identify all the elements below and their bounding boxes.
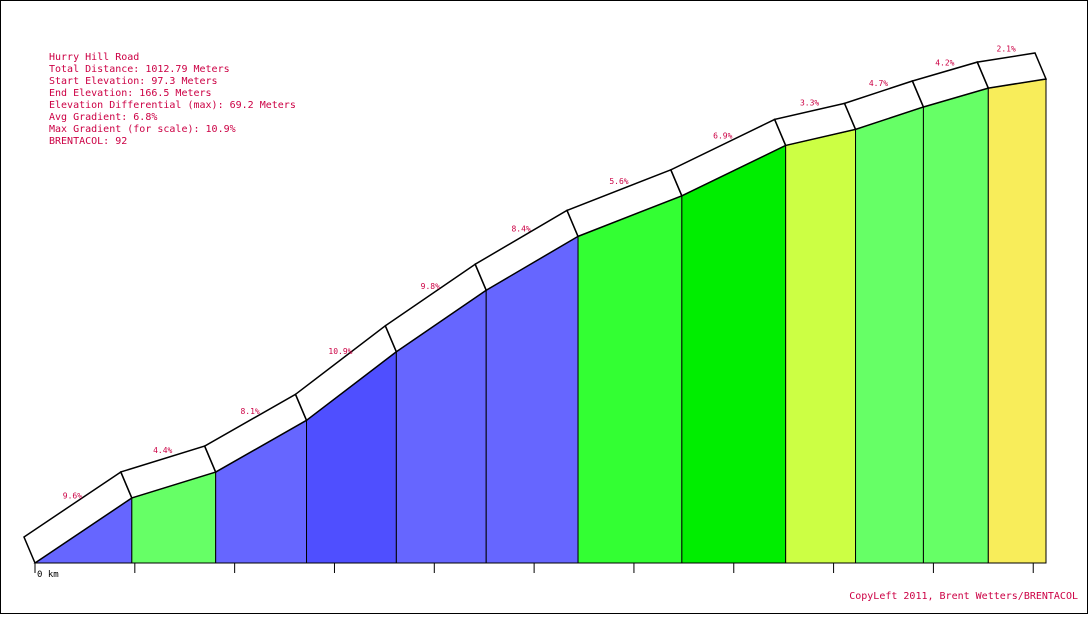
profile-segment-10 <box>855 106 924 564</box>
avg-gradient-text: Avg Gradient: 6.8% <box>49 112 157 123</box>
profile-segment-11 <box>922 87 989 564</box>
x-axis-start-label: 0 km <box>37 570 59 580</box>
gradient-label-9: 3.3% <box>800 98 819 107</box>
gradient-label-6: 8.4% <box>511 224 530 233</box>
gradient-label-2: 4.4% <box>153 446 172 455</box>
total-distance-text: Total Distance: 1012.79 Meters <box>49 64 230 75</box>
gradient-label-11: 4.2% <box>935 59 954 68</box>
profile-segment-6 <box>485 235 579 564</box>
end-elevation-text: End Elevation: 166.5 Meters <box>49 88 212 99</box>
brentacol-score-text: BRENTACOL: 92 <box>49 136 127 147</box>
profile-road-band <box>23 52 1048 565</box>
gradient-label-10: 4.7% <box>869 79 888 88</box>
profile-segment-8 <box>681 144 787 564</box>
copyright-text: CopyLeft 2011, Brent Wetters/BRENTACOL <box>849 591 1078 602</box>
gradient-label-1: 9.6% <box>63 491 82 500</box>
info-block: Hurry Hill Road Total Distance: 1012.79 … <box>49 52 296 147</box>
gradient-label-5: 9.8% <box>421 282 440 291</box>
x-axis <box>34 562 1046 573</box>
max-gradient-text: Max Gradient (for scale): 10.9% <box>49 124 236 135</box>
profile-segments <box>33 78 1047 564</box>
profile-segment-7 <box>577 195 683 564</box>
road-band-segment-12 <box>976 52 1048 89</box>
gradient-label-4: 10.9% <box>328 347 352 356</box>
route-title: Hurry Hill Road <box>49 52 139 63</box>
gradient-label-12: 2.1% <box>997 45 1016 54</box>
gradient-label-8: 6.9% <box>713 132 732 141</box>
gradient-labels: 9.6% 4.4% 8.1% 10.9% 9.8% 8.4% 5.6% 6.9% 3.3% 4.7… <box>63 45 1016 501</box>
gradient-label-7: 5.6% <box>609 177 628 186</box>
elevation-differential-text: Elevation Differential (max): 69.2 Meter… <box>49 100 296 111</box>
profile-segment-12 <box>987 78 1047 564</box>
profile-segment-9 <box>785 128 857 564</box>
start-elevation-text: Start Elevation: 97.3 Meters <box>49 76 218 87</box>
gradient-label-3: 8.1% <box>240 407 259 416</box>
